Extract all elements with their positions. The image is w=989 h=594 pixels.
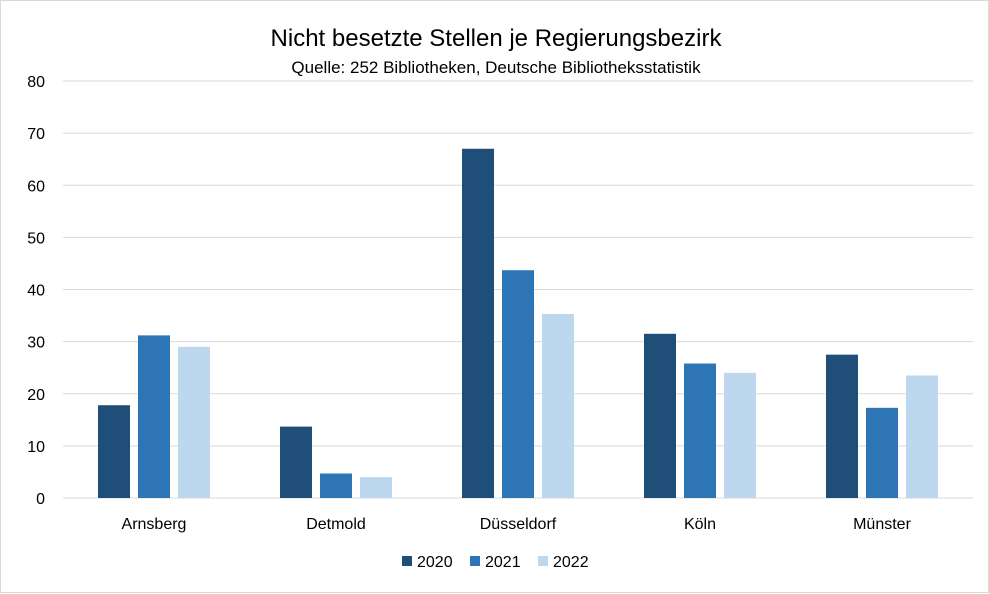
chart-subtitle: Quelle: 252 Bibliotheken, Deutsche Bibli… [291, 58, 701, 77]
legend-swatch [538, 556, 548, 566]
y-tick-label: 50 [27, 230, 45, 247]
bar-2021-düsseldorf [502, 270, 534, 498]
y-tick-label: 30 [27, 335, 45, 352]
legend-label: 2022 [553, 554, 589, 571]
bar-2022-düsseldorf [542, 313, 574, 498]
bar-2021-arnsberg [138, 335, 170, 498]
x-tick-label: Köln [684, 516, 716, 533]
legend-label: 2021 [485, 554, 521, 571]
y-tick-label: 10 [27, 439, 45, 456]
x-tick-label: Düsseldorf [480, 516, 557, 533]
bar-2022-arnsberg [178, 346, 210, 498]
y-tick-label: 0 [36, 491, 45, 508]
bar-2021-detmold [320, 473, 352, 498]
legend-label: 2020 [417, 554, 453, 571]
bar-2020-düsseldorf [462, 148, 494, 498]
y-tick-label: 40 [27, 283, 45, 300]
bar-2021-münster [866, 407, 898, 498]
bar-2022-detmold [360, 477, 392, 498]
chart-title: Nicht besetzte Stellen je Regierungsbezi… [271, 25, 723, 52]
y-axis: 0 10 20 30 40 50 60 70 80 [27, 74, 45, 508]
y-tick-label: 80 [27, 74, 45, 91]
x-tick-label: Arnsberg [122, 516, 187, 533]
bar-2020-arnsberg [98, 405, 130, 498]
y-tick-label: 20 [27, 387, 45, 404]
bar-2020-köln [644, 333, 676, 498]
y-tick-label: 70 [27, 126, 45, 143]
bars [98, 148, 938, 498]
bar-2020-detmold [280, 426, 312, 498]
x-tick-label: Münster [853, 516, 911, 533]
bar-2022-münster [906, 375, 938, 498]
legend-swatch [402, 556, 412, 566]
bar-2021-köln [684, 363, 716, 498]
y-tick-label: 60 [27, 178, 45, 195]
legend-swatch [470, 556, 480, 566]
bar-2022-köln [724, 372, 756, 498]
x-axis: Arnsberg Detmold Düsseldorf Köln Münster [122, 516, 912, 533]
x-tick-label: Detmold [306, 516, 366, 533]
legend: 2020 2021 2022 [402, 554, 589, 571]
bar-2020-münster [826, 354, 858, 498]
